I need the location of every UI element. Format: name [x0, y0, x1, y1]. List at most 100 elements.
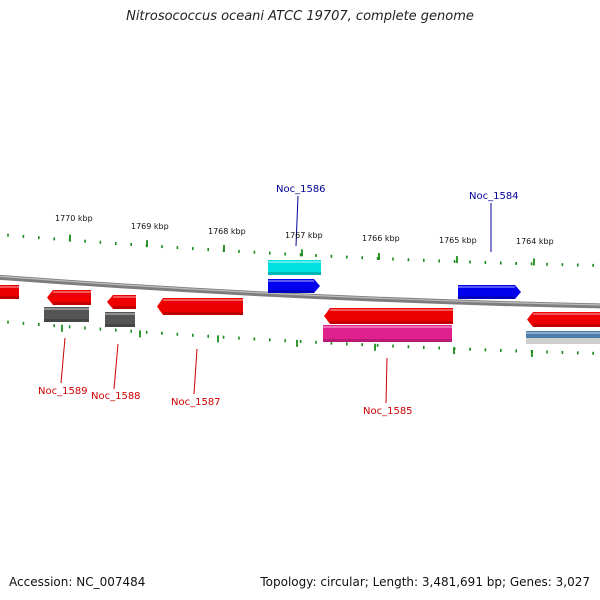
- gene-noc-1586-cyan-shine: [268, 261, 321, 263]
- gene-noc-1588-gray: [105, 312, 135, 327]
- tick-dot: [192, 333, 194, 337]
- tick-dot: [130, 329, 132, 333]
- tick-dot: [53, 324, 55, 328]
- tick-dot: [299, 253, 302, 257]
- label-leaders: [60, 195, 492, 404]
- gene-left-edge-body: [0, 285, 19, 299]
- tick-dot: [22, 234, 25, 238]
- gene-left-edge: [0, 285, 19, 299]
- gene-right-edge-body: [527, 312, 600, 327]
- tick-dot: [530, 262, 533, 266]
- gene-noc-1589-shine: [53, 291, 91, 293]
- gene-noc-1587-shadow: [163, 312, 243, 315]
- tick-dot: [361, 343, 363, 347]
- tick-dot: [68, 325, 71, 329]
- tick-label-1764: 1764 kbp: [516, 237, 554, 246]
- tick-dot: [392, 344, 394, 348]
- tick-dot: [115, 241, 117, 245]
- gene-labels: Noc_1586 Noc_1584 Noc_1589 Noc_1588 Noc_…: [38, 184, 519, 417]
- gene-label-noc-1589[interactable]: Noc_1589: [38, 386, 88, 397]
- tick-label-1770: 1770 kbp: [55, 214, 93, 223]
- tick-dot: [84, 239, 86, 243]
- tick-dot: [284, 339, 286, 343]
- genome-backbone: [0, 274, 600, 309]
- gene-noc-1587-body: [157, 298, 243, 315]
- gene-label-noc-1584[interactable]: Noc_1584: [469, 191, 519, 202]
- major-tick: [223, 245, 225, 253]
- major-tick: [453, 347, 455, 355]
- tick-dot: [115, 328, 117, 332]
- tick-dot: [176, 332, 179, 336]
- tick-dot: [238, 249, 240, 253]
- gene-label-noc-1588[interactable]: Noc_1588: [91, 391, 141, 402]
- tick-dot: [284, 252, 286, 256]
- gene-noc-1588: [107, 295, 136, 309]
- genome-backbone-highlight: [0, 275, 600, 306]
- gene-noc-1585-magenta-shine: [323, 326, 452, 328]
- tick-label-1768: 1768 kbp: [208, 227, 246, 236]
- tick-dot: [238, 336, 240, 340]
- gene-right-edge-shine: [533, 313, 600, 315]
- tick-dot: [500, 261, 502, 265]
- gene-right-edge-gray: [526, 338, 600, 344]
- gene-noc-1586-body: [268, 279, 320, 293]
- tick-dot: [453, 259, 456, 263]
- gene-noc-1588-gray-body: [105, 312, 135, 327]
- tick-dot: [330, 254, 333, 258]
- tick-dot: [22, 321, 25, 325]
- tick-dot: [269, 338, 271, 342]
- major-tick: [217, 335, 219, 343]
- gene-noc-1587-shine: [163, 299, 243, 301]
- gene-noc-1586-cyan-shadow: [268, 272, 321, 275]
- gene-left-edge-shine: [0, 286, 19, 288]
- leader-noc-1588: [113, 343, 119, 390]
- tick-dot: [38, 323, 40, 327]
- gene-label-noc-1587[interactable]: Noc_1587: [171, 397, 221, 408]
- gene-noc-1585-body: [324, 308, 453, 324]
- tick-labels: 1770 kbp 1769 kbp 1768 kbp 1767 kbp 1766…: [55, 214, 554, 246]
- leader-noc-1586: [295, 195, 299, 247]
- gene-noc-1584: [458, 285, 521, 299]
- tick-label-1765: 1765 kbp: [439, 236, 477, 245]
- tick-label-1767: 1767 kbp: [285, 231, 323, 240]
- tick-dot: [192, 247, 194, 251]
- tick-dot: [423, 345, 425, 349]
- gene-noc-1589-gray-shine: [44, 308, 89, 310]
- tick-dot: [515, 349, 517, 353]
- tick-dot: [99, 327, 102, 331]
- tick-dot: [253, 250, 256, 254]
- gene-noc-1585-magenta-body: [323, 325, 452, 342]
- tick-dot: [207, 334, 209, 338]
- gene-noc-1588-gray-shine: [105, 313, 135, 315]
- major-tick: [301, 249, 303, 257]
- gene-noc-1586-cyan-body: [268, 260, 321, 275]
- tick-dot: [392, 257, 394, 261]
- gene-noc-1584-shine: [458, 286, 515, 288]
- gene-right-edge-steel-shine: [526, 332, 600, 334]
- gene-noc-1589-gray: [44, 307, 89, 322]
- gene-noc-1585-shadow: [330, 321, 453, 324]
- tick-dot: [207, 248, 209, 252]
- tick-dot: [376, 256, 379, 260]
- gene-noc-1586: [268, 279, 320, 293]
- tick-dot: [546, 350, 548, 354]
- gene-label-noc-1585[interactable]: Noc_1585: [363, 406, 413, 417]
- tick-dot: [484, 261, 487, 265]
- gene-noc-1585: [324, 308, 453, 324]
- map-title: Nitrosococcus oceani ATCC 19707, complet…: [126, 9, 474, 24]
- gene-noc-1589-body: [47, 290, 91, 305]
- major-tick: [146, 240, 148, 248]
- accession-text: Accession: NC_007484: [9, 575, 146, 589]
- gene-label-noc-1586[interactable]: Noc_1586: [276, 184, 326, 195]
- tick-dot: [346, 255, 348, 259]
- gene-noc-1584-shadow: [458, 296, 515, 299]
- tick-dot: [376, 343, 379, 347]
- gene-noc-1585-magenta-shadow: [323, 339, 452, 342]
- gene-noc-1588-body: [107, 295, 136, 309]
- tick-dot: [592, 263, 594, 267]
- tick-dot: [361, 256, 363, 260]
- tick-dot: [176, 246, 179, 250]
- gene-right-edge-shadow: [533, 324, 600, 327]
- leader-noc-1587: [193, 348, 198, 395]
